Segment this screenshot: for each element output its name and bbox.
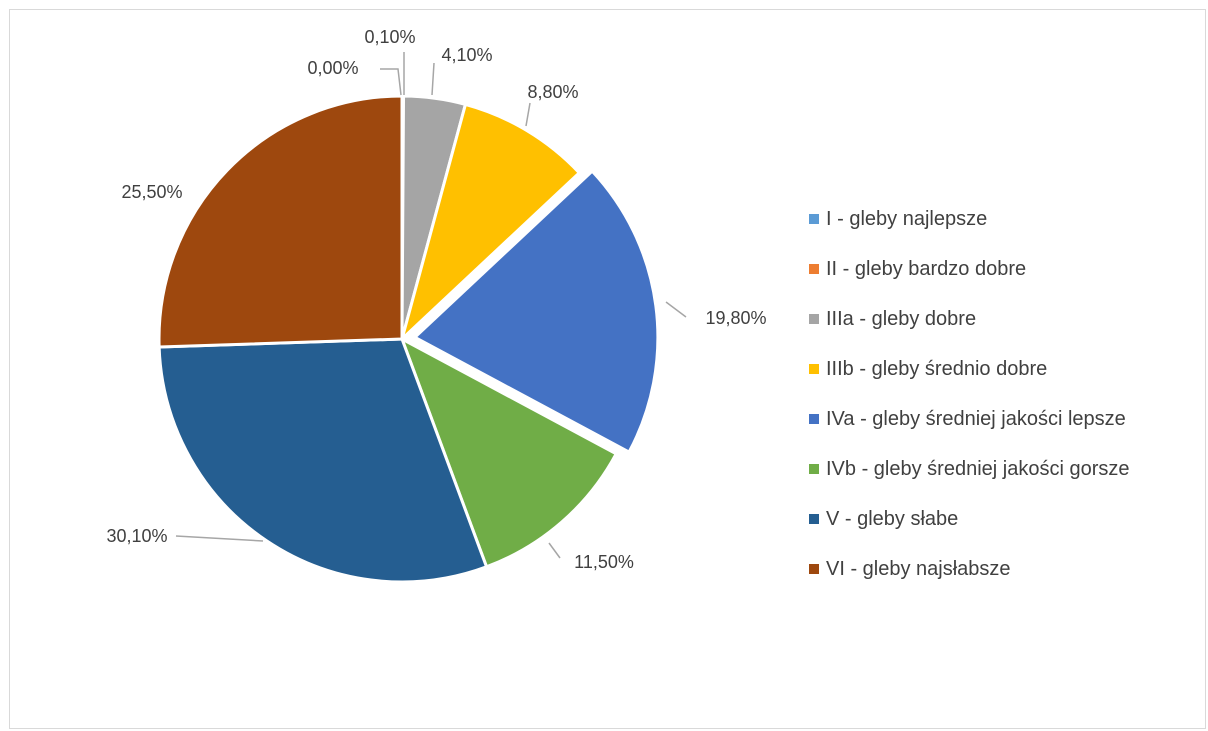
data-labels: 0,00% 0,10% 4,10% 8,80% 19,80% 11,50% 30,10% 25…: [106, 27, 766, 572]
data-label: 0,10%: [364, 27, 415, 47]
data-label: 30,10%: [106, 526, 167, 546]
pie-slice: [400, 337, 618, 569]
legend-item: II - gleby bardzo dobre: [809, 244, 1204, 294]
legend-swatch-icon: [809, 414, 819, 424]
pie-slice: [413, 169, 660, 454]
leader-line: [665, 301, 687, 318]
data-label: 19,80%: [705, 308, 766, 328]
legend-swatch-icon: [809, 264, 819, 274]
legend-swatch-icon: [809, 364, 819, 374]
legend-swatch-icon: [809, 564, 819, 574]
legend: I - gleby najlepsze II - gleby bardzo do…: [809, 194, 1204, 594]
legend-item: IIIb - gleby średnio dobre: [809, 344, 1204, 394]
pie-slice: [400, 102, 581, 341]
legend-item: V - gleby słabe: [809, 494, 1204, 544]
data-label: 8,80%: [527, 82, 578, 102]
legend-label: IVa - gleby średniej jakości lepsze: [826, 407, 1126, 430]
legend-label: II - gleby bardzo dobre: [826, 257, 1027, 280]
data-label: 4,10%: [441, 45, 492, 65]
leader-line: [525, 102, 531, 127]
legend-label: IIIa - gleby dobre: [826, 307, 977, 330]
pie-slice: [157, 94, 404, 349]
legend-swatch-icon: [809, 464, 819, 474]
pie-slice: [157, 337, 489, 584]
legend-label: VI - gleby najsłabsze: [826, 557, 1011, 580]
legend-item: I - gleby najlepsze: [809, 194, 1204, 244]
legend-swatch-icon: [809, 214, 819, 224]
leader-line: [548, 542, 561, 559]
leader-lines: [175, 52, 687, 559]
legend-label: IVb - gleby średniej jakości gorsze: [826, 457, 1130, 480]
legend-label: V - gleby słabe: [826, 507, 959, 530]
leader-line: [431, 62, 435, 96]
pie-slices: [157, 94, 660, 584]
leader-line: [175, 535, 264, 542]
legend-label: I - gleby najlepsze: [826, 207, 988, 230]
legend-swatch-icon: [809, 514, 819, 524]
leader-line: [380, 68, 402, 96]
legend-item: IVb - gleby średniej jakości gorsze: [809, 444, 1204, 494]
legend-item: IIIa - gleby dobre: [809, 294, 1204, 344]
legend-item: IVa - gleby średniej jakości lepsze: [809, 394, 1204, 444]
legend-swatch-icon: [809, 314, 819, 324]
legend-item: VI - gleby najsłabsze: [809, 544, 1204, 594]
data-label: 25,50%: [121, 182, 182, 202]
data-label: 11,50%: [574, 552, 634, 572]
legend-label: IIIb - gleby średnio dobre: [826, 357, 1048, 380]
data-label: 0,00%: [307, 58, 358, 78]
